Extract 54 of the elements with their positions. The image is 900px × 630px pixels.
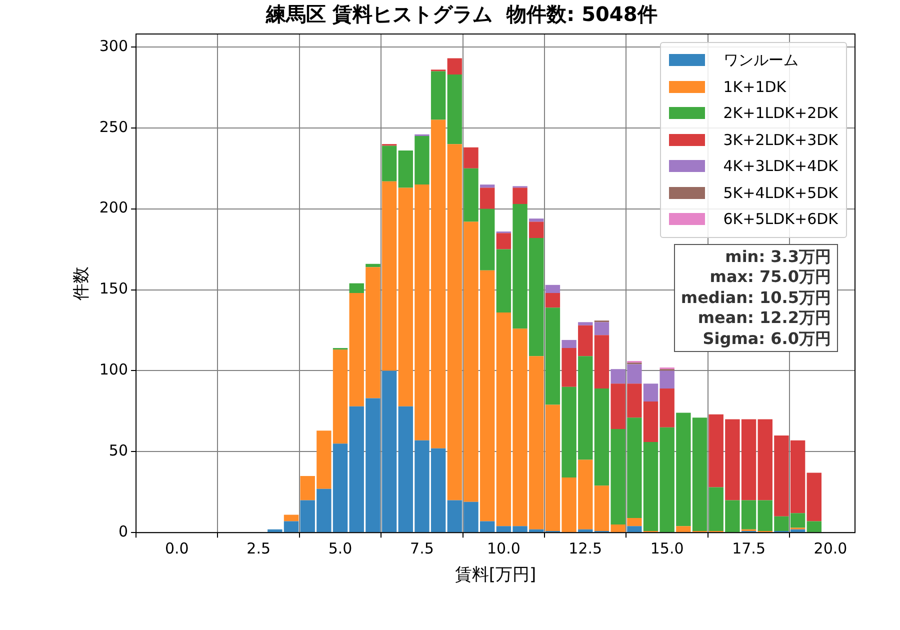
annotation: min: 3.3万円: [724, 246, 831, 267]
bar: [529, 218, 544, 222]
chart-title: 練馬区 賃料ヒストグラム 物件数: 5048件: [264, 2, 658, 26]
legend-label: 1K+1DK: [723, 78, 786, 96]
bar: [447, 58, 462, 74]
bar: [545, 284, 560, 294]
annotation: mean: 12.2万円: [696, 308, 831, 328]
bar: [806, 521, 822, 532]
y-tick-label: 300: [99, 36, 128, 55]
bar: [578, 529, 593, 532]
legend-label: 4K+3LDK+4DK: [723, 157, 838, 176]
x-axis-title: 賃料[万円]: [454, 565, 536, 586]
x-tick-label: 10.0: [486, 539, 520, 558]
bar: [578, 322, 593, 326]
legend-label: 2K+1LDK+2DK: [723, 104, 838, 122]
legend-label: 6K+5LDK+6DK: [723, 210, 838, 228]
y-tick-label: 200: [99, 198, 128, 217]
legend-label: ワンルーム: [723, 50, 798, 70]
bar: [512, 188, 528, 204]
x-tick-label: 2.5: [246, 539, 271, 558]
y-tick-label: 0: [118, 522, 128, 540]
bar: [545, 293, 560, 308]
x-tick-label: 15.0: [650, 539, 684, 558]
y-axis-title: 件数: [72, 266, 92, 300]
bar: [562, 340, 576, 348]
bar: [430, 71, 446, 120]
bar: [496, 233, 512, 250]
annotation: max: 75.0万円: [708, 267, 831, 288]
annotation: median: 10.5万円: [680, 288, 831, 308]
legend-label: 5K+4LDK+5DK: [723, 184, 838, 202]
bar: [447, 74, 462, 144]
annotation: Sigma: 6.0万円: [702, 328, 831, 349]
y-tick-label: 50: [108, 442, 128, 460]
y-tick-label: 100: [99, 360, 128, 379]
y-tick-label: 250: [99, 118, 128, 136]
x-tick-label: 17.5: [732, 539, 766, 558]
bar: [366, 264, 380, 268]
x-tick-label: 7.5: [410, 539, 434, 558]
bar: [594, 322, 610, 336]
bar: [284, 514, 299, 522]
bar: [464, 147, 478, 168]
y-tick-label: 150: [99, 280, 128, 298]
bar: [529, 222, 544, 238]
bar: [627, 526, 642, 532]
x-tick-label: 20.0: [814, 539, 848, 558]
legend-label: 3K+2LDK+3DK: [723, 130, 838, 149]
bar: [480, 188, 495, 209]
bar: [480, 184, 495, 188]
bar: [349, 283, 364, 294]
bar: [382, 146, 397, 182]
x-tick-label: 0.0: [164, 539, 189, 558]
x-tick-label: 5.0: [328, 539, 352, 558]
x-tick-label: 12.5: [568, 539, 602, 558]
bar: [806, 472, 822, 522]
